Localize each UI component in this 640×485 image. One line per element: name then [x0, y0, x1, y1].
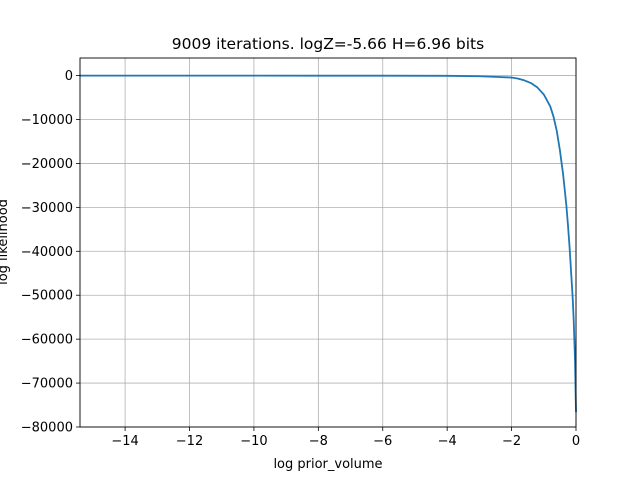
x-tick-label: −6: [373, 434, 392, 449]
x-tick-label: −10: [240, 434, 267, 449]
x-tick-label: −4: [438, 434, 457, 449]
y-tick-label: −80000: [21, 421, 73, 436]
x-tick-label: −14: [111, 434, 138, 449]
axes-frame: [79, 57, 577, 428]
x-axis-ticks: −14 −12 −10 −8 −6 −4 −2 0: [111, 427, 580, 449]
x-tick-label: −12: [176, 434, 203, 449]
x-tick-label: 0: [572, 434, 580, 449]
y-tick-label: −70000: [21, 377, 73, 392]
y-tick-label: −10000: [21, 113, 73, 128]
y-tick-label: −20000: [21, 157, 73, 172]
y-tick-label: 0: [65, 69, 73, 84]
y-tick-label: −40000: [21, 245, 73, 260]
x-tick-label: −8: [309, 434, 328, 449]
y-tick-label: −30000: [21, 201, 73, 216]
y-axis-label: log likelihood: [0, 199, 11, 285]
y-tick-label: −50000: [21, 289, 73, 304]
chart-title: 9009 iterations. logZ=-5.66 H=6.96 bits: [172, 35, 484, 53]
y-tick-label: −60000: [21, 333, 73, 348]
x-tick-label: −2: [502, 434, 521, 449]
x-axis-label: log prior_volume: [273, 457, 382, 472]
y-axis-ticks: 0 −10000 −20000 −30000 −40000 −50000 −60000 −70…: [21, 69, 80, 436]
series-layer: [79, 74, 577, 413]
series-line: [79, 74, 577, 413]
